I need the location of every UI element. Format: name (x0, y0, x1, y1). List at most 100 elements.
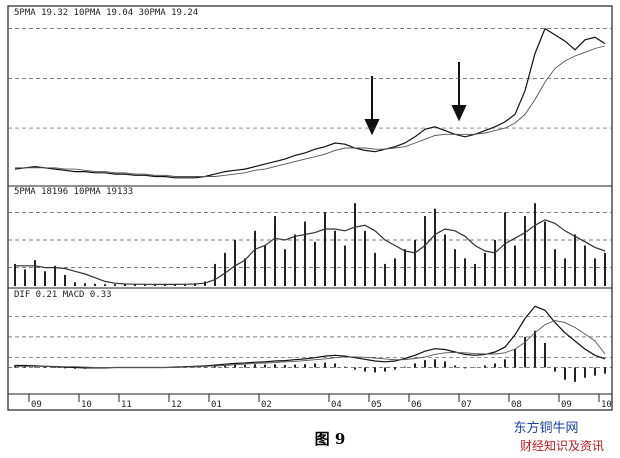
bar (234, 364, 236, 368)
bar (374, 252, 376, 286)
x-tick-label: 12 (171, 400, 182, 410)
bar (554, 367, 556, 372)
bar (374, 367, 376, 373)
bar (584, 367, 586, 378)
caption: 图 9 (315, 430, 346, 448)
bar (464, 367, 466, 369)
bar (394, 367, 396, 370)
bar (454, 249, 456, 286)
bar (454, 365, 456, 368)
x-tick-label: 10 (81, 400, 92, 410)
x-tick-label: 10 (601, 400, 612, 410)
bar (264, 245, 266, 286)
ma-line (14, 27, 606, 179)
panel-legend: 5PMA 18196 10PMA 19133 (14, 187, 133, 197)
bar (404, 366, 406, 368)
bar (574, 234, 576, 286)
bar (594, 367, 596, 376)
bar (54, 367, 56, 368)
bar (214, 263, 216, 286)
bar (494, 363, 496, 368)
bar (594, 258, 596, 286)
bar (224, 365, 226, 368)
bar (34, 366, 36, 368)
bar (144, 284, 146, 286)
bar (504, 212, 506, 286)
bar (424, 360, 426, 368)
bar (424, 216, 426, 286)
bar (224, 252, 226, 286)
bar (304, 221, 306, 286)
bar (194, 283, 196, 286)
bar (294, 234, 296, 286)
bar (74, 367, 76, 369)
x-tick-label: 09 (31, 400, 42, 410)
bar (324, 212, 326, 286)
bar (214, 365, 216, 368)
bar (114, 284, 116, 286)
bar (104, 284, 106, 286)
bar (514, 349, 516, 368)
bar (254, 230, 256, 286)
bar (304, 364, 306, 368)
bar (434, 208, 436, 286)
bar (274, 364, 276, 368)
bar (44, 366, 46, 368)
bar (464, 258, 466, 286)
bar (444, 361, 446, 368)
bar (474, 367, 476, 368)
panel-legend: DIF 0.21 MACD 0.33 (14, 290, 112, 300)
bar (354, 203, 356, 286)
bar (564, 367, 566, 380)
x-tick-label: 01 (211, 400, 222, 410)
bar (334, 363, 336, 368)
bar (314, 363, 316, 368)
bar (554, 249, 556, 286)
bar (524, 336, 526, 368)
bar (294, 364, 296, 368)
watermark-tagline: 财经知识及资讯 (520, 439, 604, 453)
bar (64, 367, 66, 369)
bar (364, 230, 366, 286)
bar (24, 269, 26, 286)
bar (274, 216, 276, 286)
ma-line (15, 219, 606, 285)
bar (514, 245, 516, 286)
x-tick-label: 11 (121, 400, 132, 410)
bar (434, 359, 436, 368)
bar (384, 263, 386, 286)
x-tick-label: 02 (261, 400, 272, 410)
bar (494, 240, 496, 286)
bar (234, 240, 236, 286)
bar (544, 221, 546, 286)
bar (444, 234, 446, 286)
bar (84, 283, 86, 286)
bar (244, 365, 246, 368)
bar (474, 263, 476, 286)
bar (344, 366, 346, 368)
bar (394, 258, 396, 286)
x-tick-label: 08 (511, 400, 522, 410)
bar (284, 249, 286, 286)
bar (504, 359, 506, 368)
ma-line (15, 45, 606, 177)
x-tick-label: 05 (371, 400, 382, 410)
bar (54, 265, 56, 286)
bar (204, 366, 206, 368)
x-tick-label: 04 (331, 400, 342, 410)
bar (414, 363, 416, 368)
bar (364, 367, 366, 372)
bar (254, 364, 256, 368)
bar (174, 284, 176, 286)
bar (564, 258, 566, 286)
bar (544, 343, 546, 368)
panel-legend: 5PMA 19.32 10PMA 19.04 30PMA 19.24 (14, 8, 198, 18)
bar (534, 203, 536, 286)
ma-line (15, 320, 606, 368)
bar (384, 367, 386, 372)
bar (404, 249, 406, 286)
bar (264, 364, 266, 368)
frame (7, 5, 613, 411)
